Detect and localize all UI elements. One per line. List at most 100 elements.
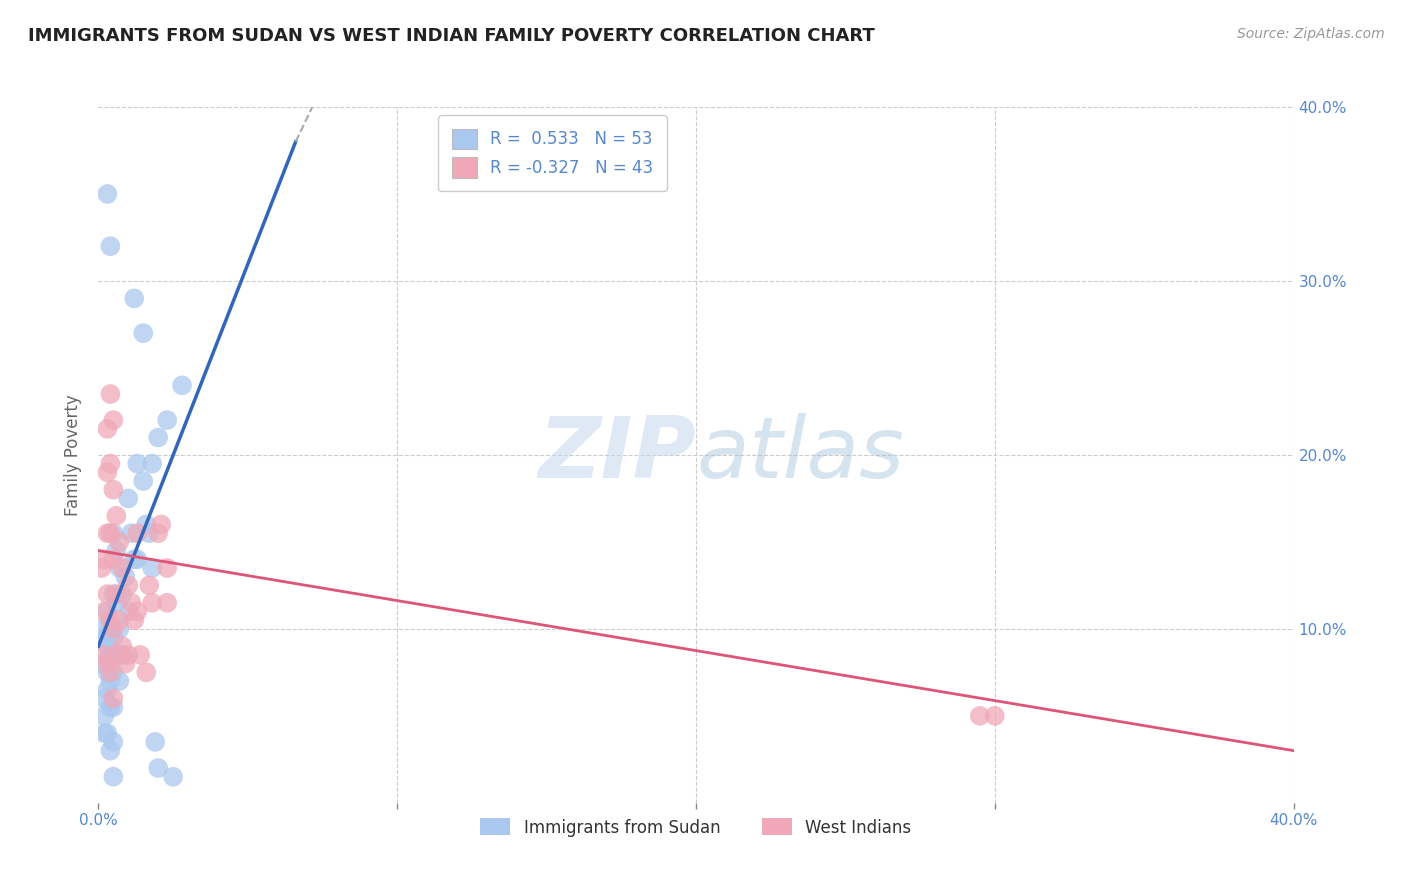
Point <box>117 578 139 592</box>
Point <box>105 508 128 523</box>
Point <box>108 622 131 636</box>
Point <box>111 648 134 662</box>
Point <box>96 422 118 436</box>
Point <box>103 526 125 541</box>
Point <box>90 561 112 575</box>
Point <box>98 674 122 689</box>
Point <box>124 552 146 566</box>
Point <box>93 605 115 619</box>
Point <box>96 657 118 671</box>
Point <box>141 561 163 575</box>
Point <box>156 596 179 610</box>
Point <box>111 561 134 575</box>
Point <box>138 578 160 592</box>
Point <box>114 657 136 671</box>
Point <box>103 691 125 706</box>
Point <box>148 430 170 444</box>
Point <box>98 744 122 758</box>
Point <box>108 561 131 575</box>
Point <box>105 587 128 601</box>
Point <box>96 726 118 740</box>
Point <box>98 457 122 471</box>
Point <box>135 665 157 680</box>
Point <box>141 457 163 471</box>
Point <box>127 526 149 541</box>
Point <box>96 187 118 202</box>
Point <box>969 708 991 723</box>
Point <box>162 770 184 784</box>
Point <box>98 665 122 680</box>
Point <box>120 596 142 610</box>
Point <box>143 735 166 749</box>
Point <box>108 674 131 689</box>
Point <box>103 700 125 714</box>
Point <box>135 517 157 532</box>
Point <box>103 413 125 427</box>
Point <box>93 552 115 566</box>
Point <box>90 657 112 671</box>
Point <box>156 561 179 575</box>
Point <box>103 770 125 784</box>
Point <box>111 639 134 653</box>
Point <box>93 691 115 706</box>
Point <box>148 761 170 775</box>
Point <box>98 700 122 714</box>
Point <box>172 378 194 392</box>
Point <box>96 526 118 541</box>
Point <box>127 605 149 619</box>
Point <box>124 291 146 305</box>
Point <box>96 682 118 697</box>
Point <box>93 631 115 645</box>
Point <box>93 708 115 723</box>
Point <box>117 605 139 619</box>
Point <box>127 552 149 566</box>
Point <box>103 483 125 497</box>
Point <box>984 708 1007 723</box>
Point <box>103 552 125 566</box>
Text: ZIP: ZIP <box>538 413 696 497</box>
Point <box>114 570 136 584</box>
Point <box>98 387 122 401</box>
Point <box>105 648 128 662</box>
Point <box>108 613 131 627</box>
Point <box>93 648 115 662</box>
Point <box>96 605 118 619</box>
Point <box>117 491 139 506</box>
Point <box>103 622 125 636</box>
Point <box>98 526 122 541</box>
Legend: Immigrants from Sudan, West Indians: Immigrants from Sudan, West Indians <box>474 812 918 843</box>
Point <box>129 648 152 662</box>
Point <box>93 726 115 740</box>
Point <box>98 613 122 627</box>
Point <box>98 648 122 662</box>
Point <box>132 326 155 340</box>
Point <box>127 457 149 471</box>
Point <box>96 665 118 680</box>
Point <box>96 639 118 653</box>
Point <box>108 534 131 549</box>
Point <box>105 648 128 662</box>
Point <box>105 596 128 610</box>
Point <box>124 613 146 627</box>
Point <box>150 517 173 532</box>
Point <box>103 631 125 645</box>
Point <box>90 622 112 636</box>
Y-axis label: Family Poverty: Family Poverty <box>65 394 83 516</box>
Point <box>98 239 122 253</box>
Text: Source: ZipAtlas.com: Source: ZipAtlas.com <box>1237 27 1385 41</box>
Point <box>141 596 163 610</box>
Point <box>138 526 160 541</box>
Point <box>96 587 118 601</box>
Point <box>103 587 125 601</box>
Point <box>103 735 125 749</box>
Point <box>105 543 128 558</box>
Point <box>148 526 170 541</box>
Point <box>111 587 134 601</box>
Text: atlas: atlas <box>696 413 904 497</box>
Point <box>132 474 155 488</box>
Text: IMMIGRANTS FROM SUDAN VS WEST INDIAN FAMILY POVERTY CORRELATION CHART: IMMIGRANTS FROM SUDAN VS WEST INDIAN FAM… <box>28 27 875 45</box>
Point <box>96 466 118 480</box>
Point <box>98 622 122 636</box>
Point <box>156 413 179 427</box>
Point <box>120 526 142 541</box>
